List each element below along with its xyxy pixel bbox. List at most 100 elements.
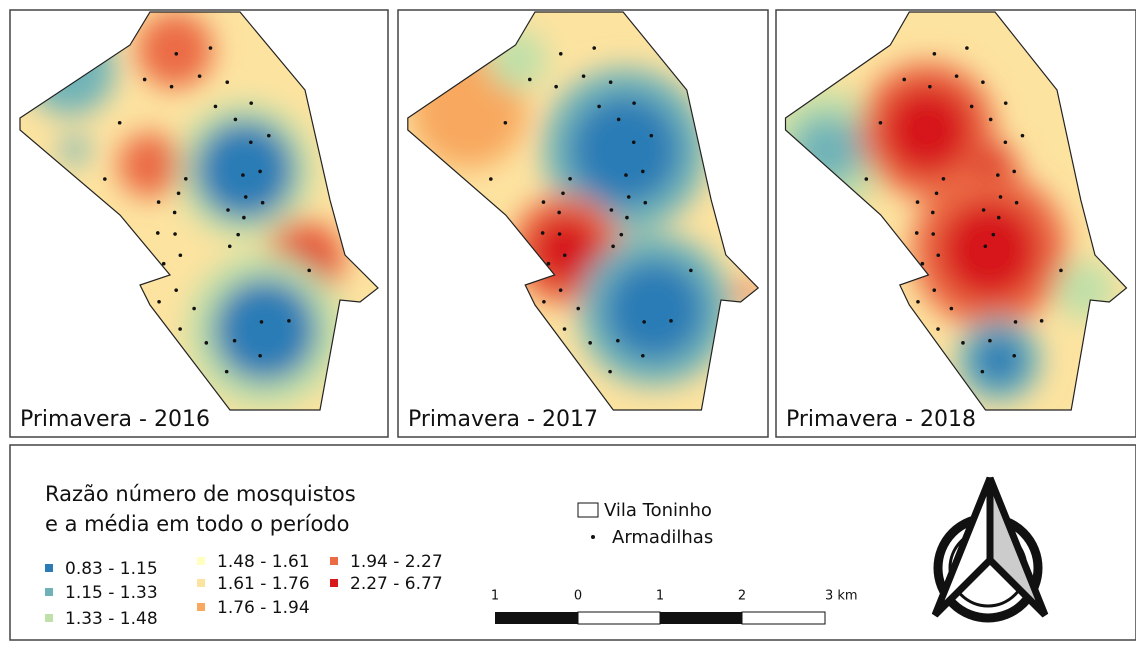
trap-dot (936, 327, 940, 331)
trap-dot (991, 233, 995, 237)
trap-swatch (591, 535, 595, 539)
scale-label: 0 (574, 589, 582, 604)
trap-dot (982, 208, 986, 212)
trap-dot (935, 191, 939, 195)
scale-label: 2 (738, 589, 746, 604)
trap-dot (597, 105, 601, 109)
legend-swatch (45, 588, 53, 596)
trap-dot (174, 288, 178, 292)
trap-dot (650, 134, 654, 138)
trap-dot (226, 208, 230, 212)
legend-label: 0.83 - 1.15 (65, 559, 158, 579)
trap-dot (542, 200, 546, 204)
surface-blob (118, 133, 182, 197)
trap-dot (174, 52, 178, 56)
trap-dot (961, 341, 965, 345)
trap-dot (936, 253, 940, 257)
trap-dot (173, 211, 177, 215)
trap-dot (557, 211, 561, 215)
trap-dot (568, 177, 572, 181)
trap-dot (244, 195, 248, 199)
trap-dot (933, 52, 937, 56)
surface-blob (213, 278, 317, 382)
surface-blob (570, 95, 680, 205)
trap-dot (103, 177, 107, 181)
legend-swatch (197, 557, 205, 565)
legend-title: e a média em todo o período (45, 512, 349, 536)
trap-dot (242, 216, 246, 220)
trap-dot (228, 244, 232, 248)
panel-title: Primavera - 2017 (408, 407, 598, 432)
trap-dot (179, 253, 183, 257)
trap-dot (641, 170, 645, 174)
trap-dot (970, 105, 974, 109)
trap-dot (997, 216, 1001, 220)
scale-bar (495, 612, 825, 624)
trap-dot (559, 52, 563, 56)
trap-dot (1004, 140, 1008, 144)
trap-dot (541, 231, 545, 235)
trap-dot (528, 78, 532, 82)
trap-dot (582, 74, 586, 78)
scale-label: 3 km (825, 589, 858, 604)
panel-title: Primavera - 2016 (20, 407, 210, 432)
trap-dot (225, 370, 229, 374)
legend-swatch (45, 614, 53, 622)
legend-swatch (330, 579, 338, 587)
trap-dot (576, 307, 580, 311)
trap-dot (178, 327, 182, 331)
trap-dot (554, 85, 558, 89)
map-figure: Primavera - 2016 Primavera - 2017 Primaver… (0, 0, 1136, 650)
surface-blob (195, 120, 295, 220)
trap-dot (184, 177, 188, 181)
trap-dot (558, 232, 562, 236)
map-panel: Primavera - 2018 (767, 10, 1136, 437)
surface-blob (939, 200, 1039, 300)
trap-dot (1012, 354, 1016, 358)
trap-dot (547, 262, 551, 266)
legend-label: 1.76 - 1.94 (217, 598, 310, 618)
trap-dot (996, 173, 1000, 177)
trap-dot (965, 46, 969, 50)
trap-dot (983, 244, 987, 248)
trap-dot (287, 319, 291, 323)
trap-dot (542, 300, 546, 304)
trap-dot (118, 121, 122, 125)
trap-dot (616, 339, 620, 343)
trap-dot (592, 46, 596, 50)
legend-label: 1.48 - 1.61 (217, 552, 310, 572)
trap-dot (1021, 134, 1025, 138)
trap-dot (563, 327, 567, 331)
trap-dot (932, 288, 936, 292)
trap-dot (258, 170, 262, 174)
legend-label: 1.94 - 2.27 (350, 552, 443, 572)
trap-dot (902, 78, 906, 82)
trap-dot (173, 232, 177, 236)
legend-label: 1.15 - 1.33 (65, 583, 158, 603)
legend-label: 2.27 - 6.77 (350, 574, 443, 594)
trap-dot (1014, 320, 1018, 324)
trap-dot (267, 134, 271, 138)
boundary-label: Vila Toninho (604, 500, 712, 521)
trap-dot (143, 78, 147, 82)
trap-dot (915, 231, 919, 235)
map-panel: Primavera - 2016 (10, 10, 388, 437)
trap-dot (632, 101, 636, 105)
trap-dot (261, 201, 265, 205)
trap-dot (214, 105, 218, 109)
surface-blob (61, 136, 89, 164)
trap-dot (170, 85, 174, 89)
trap-dot (205, 341, 209, 345)
trap-dot (504, 121, 508, 125)
trap-dot (157, 300, 161, 304)
trap-dot (177, 191, 181, 195)
trap-dot (950, 307, 954, 311)
trap-dot (489, 177, 493, 181)
trap-dot (249, 140, 253, 144)
trap-dot (209, 46, 213, 50)
trap-dot (563, 253, 567, 257)
trap-dot (625, 216, 629, 220)
trap-dot (162, 262, 166, 266)
trap-dot (588, 341, 592, 345)
trap-dot (643, 201, 647, 205)
